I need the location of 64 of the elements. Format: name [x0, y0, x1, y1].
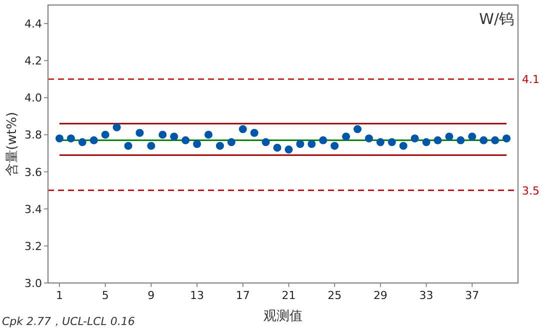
point — [227, 138, 236, 146]
y-tick-label: 4.2 — [24, 54, 42, 68]
x-tick-label: 5 — [102, 289, 109, 302]
ref-line-label: 4.1 — [522, 73, 540, 86]
point — [124, 142, 132, 150]
point — [319, 136, 328, 144]
point — [112, 123, 121, 132]
point — [262, 138, 270, 146]
point — [158, 130, 167, 139]
y-axis-title: 含量(wt%) — [5, 112, 20, 176]
point — [136, 128, 144, 137]
point — [101, 130, 110, 139]
x-tick-label: 17 — [236, 289, 250, 302]
y-tick-label: 3.6 — [24, 166, 42, 179]
y-tick-label: 3.0 — [24, 277, 42, 290]
point — [296, 140, 304, 148]
y-tick-label: 3.4 — [24, 202, 42, 216]
y-tick-label: 3.8 — [24, 128, 42, 142]
point — [330, 142, 339, 150]
point — [480, 136, 488, 144]
x-tick-label: 9 — [148, 289, 155, 302]
chart-title: W/钨 — [479, 10, 514, 28]
x-tick-label: 33 — [419, 289, 434, 302]
x-axis-title: 观测值 — [264, 309, 302, 324]
ref-line-label: 3.5 — [522, 184, 540, 198]
x-tick-label: 37 — [465, 289, 480, 302]
point — [216, 142, 224, 150]
x-tick-label: 13 — [190, 289, 204, 302]
point — [399, 142, 408, 150]
point — [90, 136, 98, 144]
point — [342, 132, 350, 141]
point — [468, 132, 476, 141]
point — [456, 136, 465, 144]
point — [284, 146, 293, 154]
point — [354, 125, 362, 134]
point — [434, 136, 442, 144]
text: Cpk 2.77，UCL-LCL 0.16 — [2, 315, 135, 328]
y-tick-label: 4.4 — [24, 18, 42, 31]
point — [170, 132, 178, 141]
point — [422, 138, 430, 146]
x-tick-label: 29 — [373, 289, 388, 302]
point — [78, 138, 86, 146]
point — [491, 136, 500, 144]
point — [502, 134, 511, 142]
x-tick-label: 21 — [282, 289, 296, 302]
point — [376, 138, 384, 146]
point — [147, 142, 156, 150]
point — [204, 130, 212, 139]
y-tick-label: 3.2 — [24, 240, 42, 253]
x-tick-label: 25 — [328, 289, 342, 302]
point — [410, 134, 419, 142]
x-tick-label: 1 — [56, 289, 63, 302]
point — [445, 132, 454, 141]
point — [308, 140, 316, 148]
point — [55, 134, 64, 142]
point — [250, 128, 258, 137]
point — [388, 138, 396, 146]
point — [193, 140, 202, 148]
point — [273, 144, 282, 152]
y-tick-label: 4.0 — [24, 92, 42, 105]
point — [66, 134, 75, 142]
point — [364, 134, 373, 142]
point — [182, 136, 190, 144]
point — [238, 125, 247, 134]
